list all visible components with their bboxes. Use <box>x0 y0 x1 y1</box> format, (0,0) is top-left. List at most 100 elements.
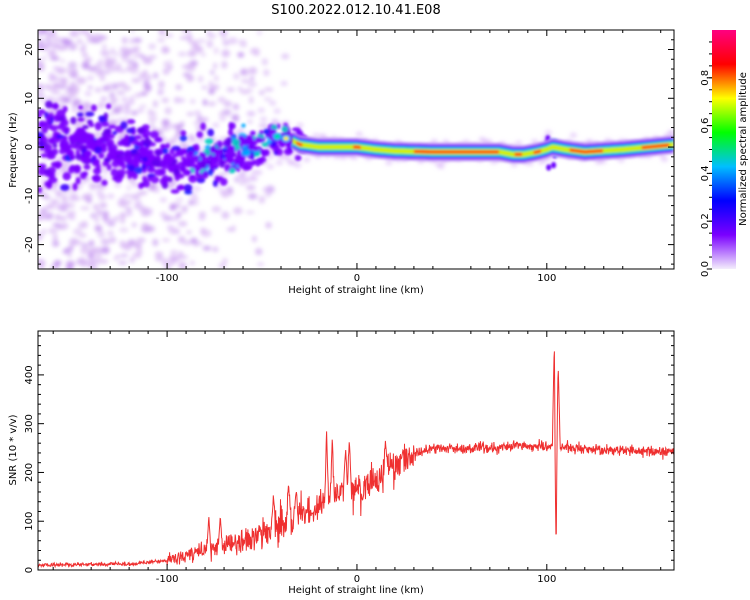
signal-blob <box>180 130 187 136</box>
signal-blob <box>67 149 73 157</box>
signal-blob <box>187 150 195 157</box>
noise-speck <box>178 261 187 269</box>
signal-blob <box>102 143 107 149</box>
snr-ytick-label: 0 <box>24 567 35 573</box>
noise-speck <box>187 40 198 44</box>
noise-speck <box>70 73 79 79</box>
noise-speck <box>256 262 265 267</box>
signal-blob <box>73 144 82 150</box>
noise-speck <box>123 245 132 251</box>
halo-speck <box>137 108 145 114</box>
halo-speck <box>250 176 258 182</box>
signal-blob <box>162 147 169 155</box>
noise-speck <box>245 210 255 215</box>
noise-speck <box>237 52 245 58</box>
spectrogram-xtick-label: 0 <box>354 273 360 284</box>
signal-blob <box>102 161 109 167</box>
noise-speck <box>87 85 93 90</box>
signal-blob <box>259 130 264 135</box>
noise-speck <box>119 212 127 219</box>
noise-speck <box>281 53 290 60</box>
halo-speck <box>107 193 115 199</box>
signal-blob <box>219 160 225 169</box>
signal-blob <box>77 112 84 117</box>
colorbar-tick-label: 0.6 <box>700 118 711 134</box>
halo-speck <box>280 80 288 86</box>
signal-blob <box>45 115 51 124</box>
snr-xlabel: Height of straight line (km) <box>288 585 424 596</box>
halo-speck <box>200 117 208 123</box>
noise-speck <box>49 56 60 61</box>
noise-speck <box>96 208 103 217</box>
signal-blob <box>138 182 144 190</box>
noise-speck <box>130 30 135 33</box>
disturbance-blob <box>551 161 557 169</box>
signal-blob <box>155 150 162 157</box>
noise-speck <box>88 66 99 71</box>
signal-blob <box>168 164 176 173</box>
signal-blob <box>160 160 166 167</box>
spectrogram-ylabel: Frequency (Hz) <box>8 112 19 188</box>
noise-speck <box>234 209 241 214</box>
noise-speck <box>87 252 94 260</box>
halo-speck <box>294 162 302 168</box>
noise-speck <box>59 77 68 84</box>
noise-speck <box>223 100 232 107</box>
noise-speck <box>263 69 270 77</box>
noise-speck <box>157 38 166 43</box>
spectrogram-xlabel: Height of straight line (km) <box>288 285 424 296</box>
noise-speck <box>100 238 111 246</box>
noise-speck <box>45 212 54 221</box>
noise-speck <box>128 240 136 246</box>
halo-speck <box>219 189 227 195</box>
signal-blob <box>210 148 218 154</box>
noise-speck <box>89 259 98 264</box>
noise-speck <box>44 84 51 90</box>
halo-speck <box>193 186 201 192</box>
noise-speck <box>136 237 146 243</box>
signal-blob <box>116 156 125 165</box>
signal-blob <box>40 153 48 158</box>
signal-blob <box>141 162 147 170</box>
halo-speck <box>182 143 190 149</box>
noise-speck <box>175 84 182 91</box>
noise-speck <box>98 59 104 64</box>
noise-speck <box>129 257 135 264</box>
noise-speck <box>263 97 272 102</box>
noise-speck <box>78 233 87 238</box>
snr-ytick-label: 400 <box>24 365 35 384</box>
noise-speck <box>139 104 147 108</box>
halo-speck <box>61 202 69 208</box>
noise-speck <box>221 60 228 69</box>
noise-speck <box>80 206 90 211</box>
signal-blob <box>177 184 185 191</box>
hot-segment <box>353 145 361 149</box>
noise-speck <box>164 48 171 53</box>
noise-speck <box>197 75 204 83</box>
halo-speck <box>118 197 126 203</box>
halo-speck <box>171 216 179 222</box>
noise-speck <box>81 42 87 49</box>
halo-speck <box>55 97 63 103</box>
noise-speck <box>102 43 107 51</box>
noise-speck <box>186 230 192 235</box>
signal-blob <box>46 153 56 160</box>
signal-blob <box>38 140 44 146</box>
noise-speck <box>51 43 61 50</box>
halo-speck <box>157 89 165 95</box>
signal-blob <box>50 103 59 109</box>
halo-speck <box>661 156 669 162</box>
snr-ytick-label: 300 <box>24 414 35 433</box>
halo-speck <box>45 96 53 102</box>
halo-speck <box>68 196 76 202</box>
signal-blob <box>52 142 58 149</box>
noise-speck <box>129 47 139 54</box>
noise-speck <box>69 81 76 89</box>
noise-speck <box>222 109 232 116</box>
noise-speck <box>131 193 141 200</box>
snr-ytick-label: 200 <box>24 463 35 482</box>
signal-blob <box>155 136 162 142</box>
noise-speck <box>120 253 129 258</box>
